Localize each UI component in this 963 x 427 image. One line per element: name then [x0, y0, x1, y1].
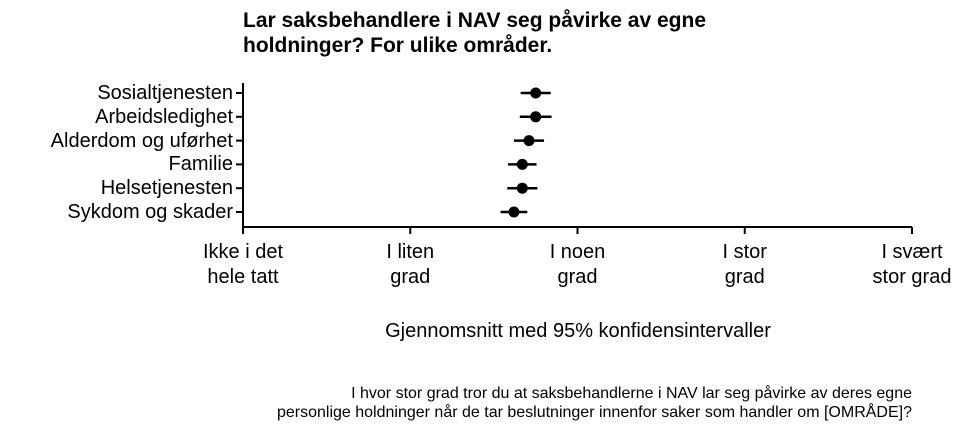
dot	[523, 135, 535, 147]
dot	[508, 206, 520, 218]
dot	[516, 158, 528, 170]
x-tick-label: I stor grad	[722, 241, 767, 288]
y-tick-label: Familie	[168, 153, 233, 176]
x-tick-label: I noen grad	[549, 241, 606, 288]
dot	[516, 182, 528, 194]
y-tick-label: Sykdom og skader	[67, 201, 233, 223]
y-tick-label: Arbeidsledighet	[95, 105, 233, 128]
caption: I hvor stor grad tror du at saksbehandle…	[276, 385, 912, 421]
y-tick-label: Helsetjenesten	[100, 177, 233, 200]
dot	[530, 87, 542, 99]
chart-title: Lar saksbehandlere i NAV seg påvirke av …	[243, 9, 706, 57]
y-tick-label: Alderdom og uførhet	[50, 129, 233, 152]
x-tick-label: I svært stor grad	[872, 241, 952, 288]
dot	[530, 111, 542, 123]
y-tick-label: Sosialtjenesten	[97, 82, 233, 104]
x-tick-label: Ikke i det hele tatt	[202, 241, 284, 288]
x-axis-label: Gjennomsnitt med 95% konfidensintervalle…	[385, 320, 771, 342]
x-tick-label: I liten grad	[386, 241, 435, 288]
